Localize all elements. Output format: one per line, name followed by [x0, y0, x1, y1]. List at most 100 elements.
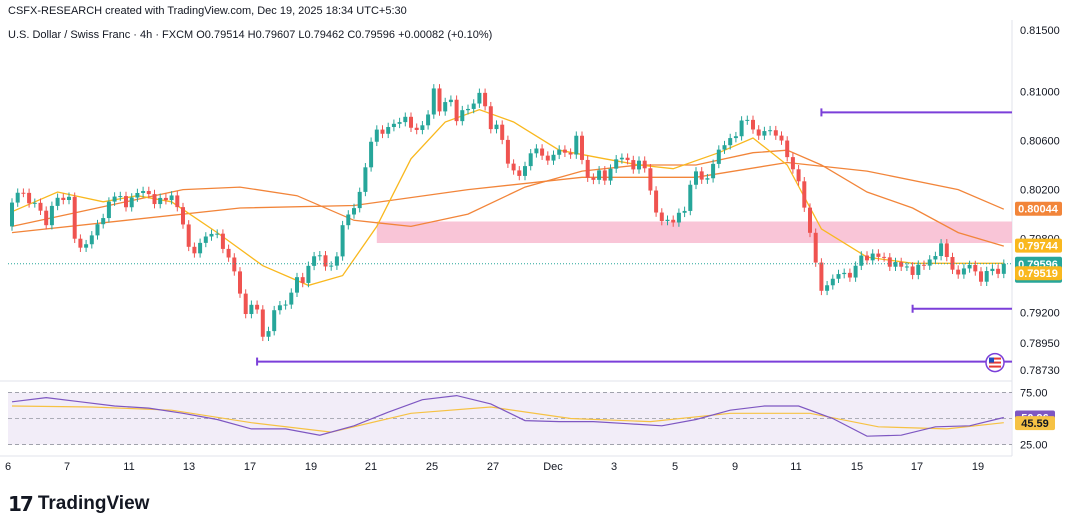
candle — [523, 161, 527, 181]
time-tick-label: 3 — [611, 461, 617, 473]
candle — [819, 258, 824, 296]
rsi-badge: 45.59 — [1015, 416, 1055, 431]
candle-body — [813, 232, 818, 263]
candle-body — [118, 196, 123, 198]
candle-body — [500, 124, 505, 140]
candle-body — [431, 88, 436, 115]
candle-body — [409, 116, 413, 128]
candle — [597, 166, 602, 185]
candle — [631, 155, 636, 174]
candle-body — [112, 196, 117, 202]
candle — [163, 193, 168, 205]
price-badge-bg — [1015, 201, 1062, 216]
candle-body — [893, 262, 898, 267]
candle — [27, 188, 32, 208]
candle — [483, 88, 488, 111]
candle — [44, 206, 49, 230]
candle — [540, 144, 545, 160]
candle-body — [665, 219, 670, 222]
price-badge: 0.79519 — [1015, 266, 1062, 281]
candle-body — [910, 266, 915, 275]
candle — [357, 187, 362, 213]
candle-body — [260, 309, 265, 337]
candle-body — [329, 265, 334, 267]
candle-body — [10, 202, 14, 227]
candle — [682, 206, 687, 218]
candle — [694, 167, 698, 190]
candle-body — [352, 208, 356, 215]
symbol-info-legend[interactable]: U.S. Dollar / Swiss Franc · 4h · FXCM O0… — [8, 29, 493, 41]
rsi-ma-line — [11, 405, 1004, 433]
candle-body — [922, 264, 926, 266]
candle — [334, 252, 339, 270]
candle — [773, 125, 778, 140]
candle — [562, 145, 567, 157]
candle-body — [232, 257, 237, 272]
candle — [89, 231, 94, 249]
candle — [192, 242, 197, 258]
candle — [865, 251, 869, 265]
candle-body — [939, 243, 944, 257]
candle — [676, 208, 681, 227]
candle — [448, 95, 453, 107]
candle-body — [950, 257, 955, 270]
time-tick-label: Dec — [543, 461, 563, 473]
price-badge: 0.79744 — [1015, 238, 1062, 253]
brand[interactable]: 17 TradingView — [8, 492, 149, 516]
candle — [996, 264, 1001, 279]
candle-body — [722, 145, 727, 150]
candle-body — [397, 122, 402, 124]
flag-icon[interactable] — [985, 352, 1005, 373]
candle — [32, 198, 37, 208]
candle-body — [277, 305, 282, 311]
candle — [78, 234, 83, 252]
candle-body — [443, 102, 448, 112]
candle — [340, 220, 345, 261]
candle — [226, 244, 231, 262]
candle-body — [705, 178, 710, 180]
candle-body — [203, 236, 208, 243]
candle-body — [608, 168, 613, 181]
candle-body — [562, 149, 567, 153]
candle-body — [49, 205, 54, 226]
candle-body — [676, 212, 681, 223]
candle-body — [243, 293, 248, 315]
candle-body — [266, 331, 271, 337]
time-tick-label: 6 — [5, 461, 11, 473]
candle-body — [808, 207, 812, 233]
candle — [642, 156, 647, 173]
candle — [198, 238, 203, 258]
candle — [517, 166, 522, 181]
candle-body — [694, 171, 698, 185]
candle-body — [169, 195, 174, 201]
candle-body — [414, 127, 419, 130]
time-tick-label: 17 — [911, 461, 923, 473]
candle-body — [830, 278, 835, 286]
candle-body — [426, 114, 431, 126]
candle-body — [996, 268, 1001, 274]
candle-body — [209, 233, 214, 237]
candle — [602, 166, 607, 185]
candle — [659, 208, 664, 226]
candle-body — [255, 304, 260, 310]
candle-body — [61, 197, 66, 200]
candle-body — [312, 256, 317, 266]
candle-body — [659, 212, 664, 222]
candle — [175, 191, 180, 212]
candle-body — [186, 224, 191, 247]
time-tick-label: 21 — [365, 461, 377, 473]
candle-body — [226, 248, 231, 258]
candle-body — [477, 92, 482, 104]
candle — [927, 255, 932, 270]
candle-body — [842, 272, 847, 275]
candle — [203, 232, 208, 248]
candle — [437, 84, 442, 116]
candle — [95, 219, 100, 240]
candle-body — [152, 194, 157, 205]
candle — [591, 173, 596, 185]
candle — [625, 153, 630, 165]
time-tick-label: 19 — [305, 461, 317, 473]
candle — [870, 249, 875, 265]
candle — [699, 167, 704, 184]
candle-body — [819, 262, 824, 291]
